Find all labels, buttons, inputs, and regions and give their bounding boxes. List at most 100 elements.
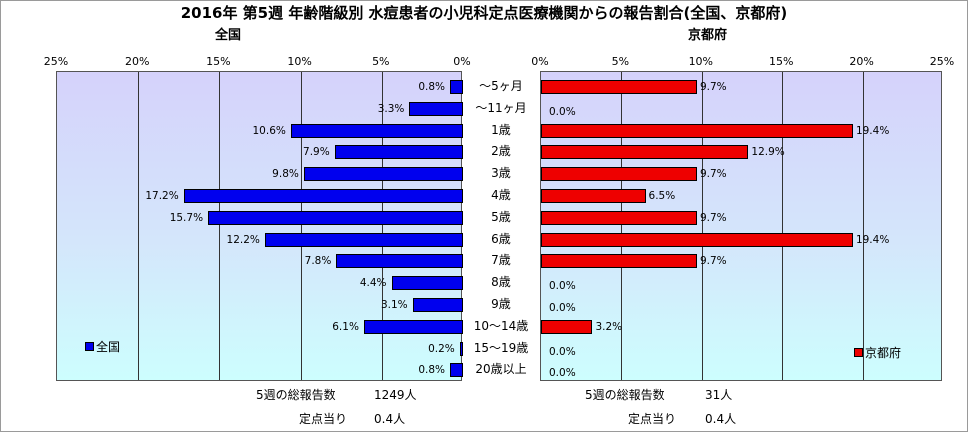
national-bar — [409, 101, 463, 116]
category-label: 4歳 — [491, 188, 511, 202]
category-label: ～5ヶ月 — [479, 79, 523, 93]
national-tick-label: 20% — [124, 55, 150, 68]
kyoto-bar — [541, 254, 697, 269]
kyoto-value-label: 3.2% — [595, 320, 623, 333]
national-value-label: 7.9% — [303, 146, 330, 159]
kyoto-bar — [541, 80, 697, 94]
national-tick-label: 5% — [372, 55, 390, 68]
kyoto-value-label: 0.0% — [549, 367, 576, 380]
category-label: 15～19歳 — [473, 340, 529, 355]
national-value-label: 0.8% — [418, 364, 446, 377]
national-bar — [183, 189, 463, 203]
national-value-label: 10.6% — [252, 124, 286, 137]
kyoto-gridline — [621, 72, 623, 380]
category-label: 10～14歳 — [473, 318, 529, 333]
kyoto-tick-label: 5% — [611, 55, 630, 68]
kyoto-legend: 京都府 — [854, 344, 901, 361]
kyoto-total-label: 5週の総報告数 — [585, 388, 665, 402]
national-tick-label: 0% — [453, 55, 471, 68]
national-bar — [334, 145, 463, 160]
kyoto-value-label: 0.0% — [549, 280, 576, 293]
kyoto-panel-title: 京都府 — [688, 28, 728, 43]
national-legend-swatch — [85, 342, 94, 351]
kyoto-total-value: 31人 — [705, 388, 733, 402]
kyoto-value-label: 19.4% — [855, 124, 890, 137]
kyoto-per-value: 0.4人 — [705, 412, 737, 426]
national-tick-label: 15% — [206, 55, 231, 68]
kyoto-bar — [541, 167, 697, 182]
national-value-label: 4.4% — [359, 277, 387, 290]
category-label: 5歳 — [491, 209, 511, 224]
kyoto-tick-label: 15% — [768, 55, 794, 68]
national-per-label: 定点当り — [299, 412, 348, 426]
kyoto-value-label: 9.7% — [699, 255, 727, 268]
national-gridline — [138, 72, 140, 380]
national-gridline — [219, 72, 221, 380]
national-bar — [208, 210, 463, 225]
national-value-label: 3.3% — [377, 102, 405, 115]
national-bar — [450, 80, 463, 94]
national-panel-title: 全国 — [215, 28, 242, 43]
national-total-value: 1249人 — [374, 388, 417, 402]
category-label: 1歳 — [491, 122, 511, 137]
category-label: 2歳 — [491, 144, 511, 159]
national-bar — [450, 363, 463, 378]
kyoto-tick-label: 25% — [929, 55, 955, 68]
national-legend-label: 全国 — [96, 340, 121, 354]
kyoto-value-label: 6.5% — [648, 190, 676, 202]
category-label: 6歳 — [491, 231, 511, 246]
kyoto-per-label: 定点当り — [628, 412, 677, 426]
national-legend: 全国 — [85, 338, 120, 355]
kyoto-gridline — [862, 72, 864, 380]
kyoto-value-label: 0.0% — [549, 105, 576, 118]
national-bar — [303, 167, 463, 182]
category-label: 8歳 — [491, 275, 511, 290]
kyoto-bar — [541, 145, 749, 160]
kyoto-value-label: 9.7% — [699, 211, 727, 224]
category-label: ～11ヶ月 — [475, 100, 527, 115]
kyoto-bar — [541, 189, 646, 203]
national-gridline — [381, 72, 383, 380]
kyoto-gridline — [701, 72, 703, 380]
national-value-label: 6.1% — [332, 320, 359, 333]
category-label: 7歳 — [491, 253, 511, 268]
kyoto-tick-label: 0% — [531, 55, 549, 68]
national-total-label: 5週の総報告数 — [256, 388, 336, 402]
kyoto-value-label: 19.4% — [855, 233, 890, 246]
kyoto-value-label: 9.7% — [699, 168, 727, 181]
national-value-label: 0.2% — [428, 342, 455, 355]
kyoto-bar — [541, 319, 593, 334]
chart-title: 2016年 第5週 年齢階級別 水痘患者の小児科定点医療機関からの報告割合(全国… — [180, 4, 788, 22]
national-bar — [412, 298, 463, 312]
national-tick-label: 25% — [43, 55, 69, 68]
national-plot-area: 全国 0.8% 3.3% 10.6% 7.9% 9.8% 17.2% 15.7% 12.2% 7… — [56, 71, 463, 381]
kyoto-legend-label: 京都府 — [865, 346, 902, 360]
national-gridline — [300, 72, 302, 380]
national-value-label: 7.8% — [304, 255, 332, 268]
kyoto-value-label: 0.0% — [549, 345, 576, 358]
national-value-label: 17.2% — [145, 190, 179, 202]
national-bar — [290, 123, 463, 138]
kyoto-bar — [541, 232, 853, 247]
national-per-value: 0.4人 — [374, 412, 406, 426]
national-value-label: 12.2% — [226, 233, 260, 246]
national-value-label: 15.7% — [169, 211, 204, 224]
kyoto-gridline — [782, 72, 784, 380]
national-tick-label: 10% — [287, 55, 312, 68]
kyoto-legend-swatch — [854, 348, 863, 357]
national-value-label: 3.1% — [380, 299, 408, 311]
national-bar — [363, 319, 463, 334]
national-bar — [391, 276, 463, 291]
kyoto-value-label: 9.7% — [699, 81, 727, 93]
category-label: 20歳以上 — [475, 362, 527, 377]
kyoto-plot-area: 京都府 9.7% 0.0% 19.4% 12.9% 9.7% 6.5% 9.7% 19.4% 9… — [540, 71, 942, 381]
category-label: 9歳 — [491, 297, 511, 311]
category-label: 3歳 — [491, 166, 511, 181]
national-bar — [336, 254, 463, 269]
national-value-label: 9.8% — [272, 168, 299, 181]
national-bar — [264, 232, 463, 247]
national-value-label: 0.8% — [418, 81, 446, 93]
kyoto-tick-label: 20% — [849, 55, 874, 68]
kyoto-bar — [541, 123, 853, 138]
kyoto-bar — [541, 210, 697, 225]
